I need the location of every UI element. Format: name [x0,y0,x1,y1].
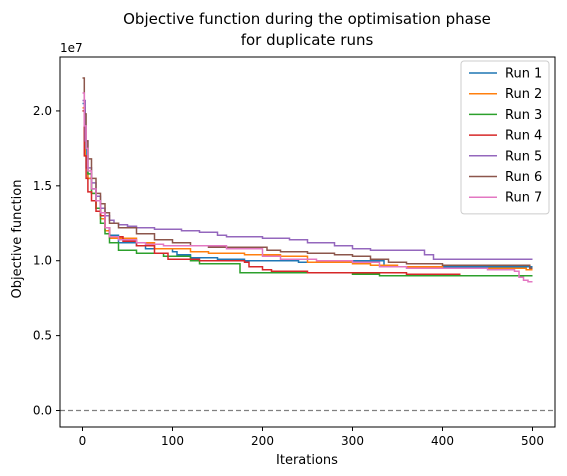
legend-label-run-5: Run 5 [505,149,542,164]
legend-label-run-6: Run 6 [505,170,542,185]
legend-label-run-7: Run 7 [505,191,542,206]
legend-frame [460,60,550,215]
x-axis-label: Iterations [276,453,338,468]
y-tick-label: 0.5 [33,329,52,343]
y-tick-label: 1.0 [33,254,52,268]
series-line-run-4 [82,110,461,275]
axes-layer [59,56,556,428]
tick-layer: 0 100 200 300 400 500 0.0 0.5 1.0 1.5 2.0 [33,104,544,448]
chart-title-line-2: for duplicate runs [241,31,374,49]
y-axis-offset-label: 1e7 [60,41,83,55]
x-tick-label: 0 [79,434,87,448]
x-tick-label: 400 [431,434,454,448]
y-tick-label: 0.0 [33,404,52,418]
legend-label-run-2: Run 2 [505,87,542,102]
y-tick-label: 2.0 [33,104,52,118]
x-tick-label: 500 [521,434,544,448]
x-tick-label: 100 [161,434,184,448]
legend-label-run-4: Run 4 [505,129,542,144]
x-tick-label: 300 [341,434,364,448]
y-axis-label: Objective function [10,180,25,299]
legend-label-run-3: Run 3 [505,108,542,123]
series-layer [82,77,533,283]
x-tick-label: 200 [251,434,274,448]
legend: Run 1 Run 2 Run 3 Run 4 Run 5 Run 6 Run 7 [460,60,550,215]
legend-label-run-1: Run 1 [505,67,542,82]
series-line-run-7 [82,92,533,283]
chart-title-line-1: Objective function during the optimisati… [123,10,491,28]
plot-area-frame [59,56,556,428]
y-tick-label: 1.5 [33,179,52,193]
